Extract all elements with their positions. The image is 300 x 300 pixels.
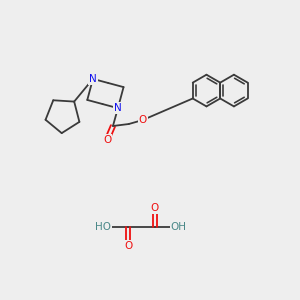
Text: O: O (139, 115, 147, 125)
Text: OH: OH (171, 222, 187, 232)
Text: N: N (89, 74, 97, 84)
Text: N: N (114, 103, 122, 113)
Text: O: O (124, 241, 132, 251)
Text: O: O (151, 203, 159, 214)
Text: O: O (103, 135, 111, 145)
Text: HO: HO (95, 222, 111, 232)
